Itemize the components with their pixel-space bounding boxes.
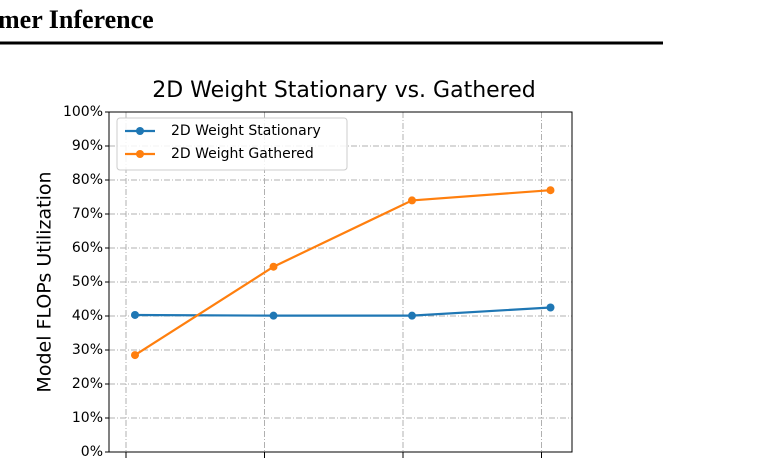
chart-title: 2D Weight Stationary vs. Gathered bbox=[152, 78, 536, 103]
y-tick-label: 30% bbox=[72, 342, 103, 358]
data-point bbox=[546, 186, 555, 195]
series-line bbox=[134, 306, 551, 317]
y-tick-label: 20% bbox=[72, 376, 103, 392]
series-line bbox=[134, 189, 551, 357]
legend-marker bbox=[136, 150, 144, 158]
data-point bbox=[269, 311, 278, 320]
legend-box bbox=[116, 117, 348, 171]
y-tick-label: 60% bbox=[72, 240, 103, 256]
data-point bbox=[546, 303, 555, 312]
data-point bbox=[408, 311, 416, 320]
data-point bbox=[269, 262, 278, 271]
y-tick-label: 0% bbox=[81, 444, 103, 459]
y-tick-label: 80% bbox=[72, 172, 103, 188]
legend-label: 2D Weight Stationary bbox=[171, 123, 321, 139]
section-title: mer Inference bbox=[0, 5, 154, 34]
plot-frame bbox=[108, 111, 573, 453]
legend-label: 2D Weight Gathered bbox=[171, 146, 314, 162]
y-axis-label: Model FLOPs Utilization bbox=[34, 171, 56, 392]
data-point bbox=[131, 351, 139, 360]
y-tick-label: 40% bbox=[72, 308, 103, 324]
y-tick-label: 90% bbox=[72, 138, 103, 154]
y-tick-label: 70% bbox=[72, 206, 103, 222]
data-point bbox=[131, 310, 139, 319]
y-tick-label: 100% bbox=[63, 104, 103, 120]
legend-marker bbox=[136, 127, 144, 135]
y-tick-label: 10% bbox=[72, 410, 103, 426]
y-tick-label: 50% bbox=[72, 274, 103, 290]
data-point bbox=[408, 196, 416, 205]
